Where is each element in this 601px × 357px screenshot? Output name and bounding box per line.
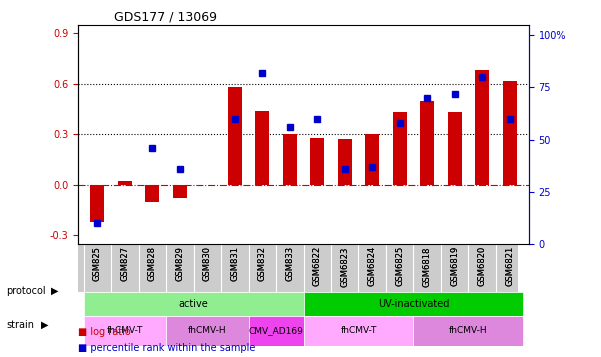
- Bar: [304, 316, 413, 346]
- Bar: [173, 185, 187, 198]
- Bar: [145, 185, 159, 202]
- Bar: [91, 185, 104, 222]
- Bar: [166, 316, 249, 346]
- Text: fhCMV-T: fhCMV-T: [340, 326, 377, 336]
- Text: ■ log ratio: ■ log ratio: [78, 327, 131, 337]
- Text: GSM829: GSM829: [175, 246, 185, 281]
- Bar: [304, 292, 523, 316]
- Text: GSM831: GSM831: [230, 246, 239, 281]
- Text: GSM825: GSM825: [93, 246, 102, 281]
- Text: GSM6821: GSM6821: [505, 246, 514, 286]
- Bar: [255, 111, 269, 185]
- Text: GSM6824: GSM6824: [368, 246, 377, 286]
- Text: GSM6824: GSM6824: [368, 246, 377, 286]
- Text: GSM831: GSM831: [230, 246, 239, 281]
- Bar: [249, 316, 304, 346]
- Text: GSM833: GSM833: [285, 246, 294, 281]
- Text: active: active: [178, 298, 209, 308]
- Text: ■ percentile rank within the sample: ■ percentile rank within the sample: [78, 343, 255, 353]
- Text: GSM6825: GSM6825: [395, 246, 404, 286]
- Bar: [84, 316, 166, 346]
- Text: GSM6819: GSM6819: [450, 246, 459, 286]
- Bar: [310, 138, 324, 185]
- Text: GSM829: GSM829: [175, 246, 185, 281]
- Text: fhCMV-H: fhCMV-H: [449, 326, 488, 336]
- Text: GSM832: GSM832: [258, 246, 267, 281]
- Bar: [475, 70, 489, 185]
- Text: GSM6820: GSM6820: [478, 246, 487, 286]
- Text: GSM6822: GSM6822: [313, 246, 322, 286]
- Bar: [365, 134, 379, 185]
- Text: GSM6819: GSM6819: [450, 246, 459, 286]
- Text: GDS177 / 13069: GDS177 / 13069: [114, 11, 217, 24]
- Bar: [118, 181, 132, 185]
- Text: GSM830: GSM830: [203, 246, 212, 281]
- Text: GSM6818: GSM6818: [423, 246, 432, 287]
- Text: CMV_AD169: CMV_AD169: [249, 326, 304, 336]
- Text: GSM6821: GSM6821: [505, 246, 514, 286]
- FancyBboxPatch shape: [78, 244, 518, 292]
- Text: GSM6820: GSM6820: [478, 246, 487, 286]
- Text: ▶: ▶: [41, 320, 48, 330]
- Text: GSM825: GSM825: [93, 246, 102, 281]
- Text: GSM828: GSM828: [148, 246, 157, 281]
- Bar: [283, 134, 297, 185]
- Text: GSM833: GSM833: [285, 246, 294, 281]
- Text: UV-inactivated: UV-inactivated: [378, 298, 449, 308]
- Text: GSM832: GSM832: [258, 246, 267, 281]
- Text: GSM827: GSM827: [120, 246, 129, 281]
- Text: GSM6818: GSM6818: [423, 246, 432, 287]
- Text: GSM6822: GSM6822: [313, 246, 322, 286]
- Bar: [84, 292, 304, 316]
- Bar: [393, 112, 406, 185]
- Text: GSM830: GSM830: [203, 246, 212, 281]
- Bar: [503, 81, 516, 185]
- Text: GSM6825: GSM6825: [395, 246, 404, 286]
- Text: fhCMV-T: fhCMV-T: [106, 326, 143, 336]
- Bar: [420, 101, 434, 185]
- Bar: [413, 316, 523, 346]
- Text: ▶: ▶: [51, 286, 58, 296]
- Bar: [338, 140, 352, 185]
- Text: GSM6823: GSM6823: [340, 246, 349, 287]
- Bar: [228, 87, 242, 185]
- Text: GSM828: GSM828: [148, 246, 157, 281]
- Text: fhCMV-H: fhCMV-H: [188, 326, 227, 336]
- Text: protocol: protocol: [6, 286, 46, 296]
- Text: strain: strain: [6, 320, 34, 330]
- Bar: [448, 112, 462, 185]
- Text: GSM827: GSM827: [120, 246, 129, 281]
- Text: GSM6823: GSM6823: [340, 246, 349, 287]
